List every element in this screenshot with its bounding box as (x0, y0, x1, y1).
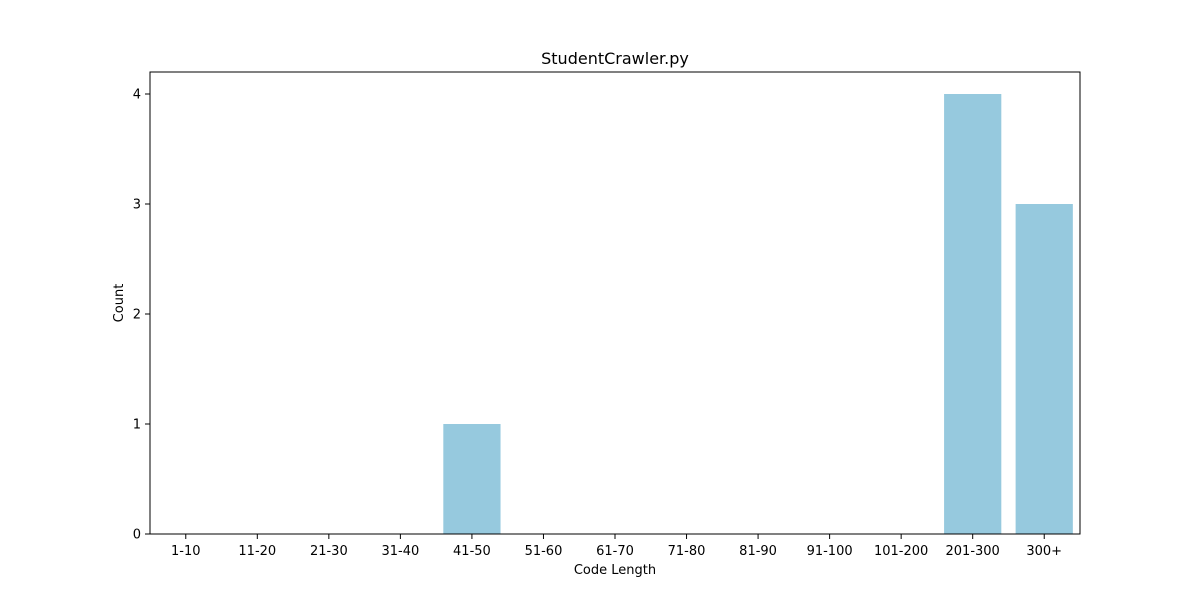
chart-title: StudentCrawler.py (541, 49, 689, 68)
plot-frame (150, 72, 1080, 534)
x-tick-label: 300+ (1026, 544, 1062, 559)
x-axis-label: Code Length (574, 563, 656, 578)
y-tick-label: 4 (133, 88, 141, 103)
bar-41-50 (443, 424, 500, 534)
x-tick-label: 21-30 (310, 544, 348, 559)
y-tick-label: 2 (133, 308, 141, 323)
x-tick-label: 11-20 (238, 544, 276, 559)
x-tick-label: 81-90 (739, 544, 777, 559)
y-axis-ticks: 0 1 2 3 4 (133, 88, 150, 543)
x-axis-ticks: 1-10 11-20 21-30 31-40 41-50 51-60 61-70 71-80 8… (171, 534, 1062, 559)
x-tick-label: 31-40 (381, 544, 419, 559)
y-axis-label: Count (112, 284, 127, 323)
x-tick-label: 61-70 (596, 544, 634, 559)
bar-300+ (1016, 204, 1073, 534)
x-tick-label: 41-50 (453, 544, 491, 559)
x-tick-label: 101-200 (874, 544, 928, 559)
x-tick-label: 1-10 (171, 544, 201, 559)
x-tick-label: 91-100 (807, 544, 853, 559)
x-tick-label: 51-60 (525, 544, 563, 559)
bar-201-300 (944, 94, 1001, 534)
y-tick-label: 0 (133, 528, 141, 543)
y-tick-label: 1 (133, 418, 141, 433)
y-tick-label: 3 (133, 198, 141, 213)
x-tick-label: 71-80 (668, 544, 706, 559)
x-tick-label: 201-300 (946, 544, 1000, 559)
bars-layer (443, 94, 1073, 534)
